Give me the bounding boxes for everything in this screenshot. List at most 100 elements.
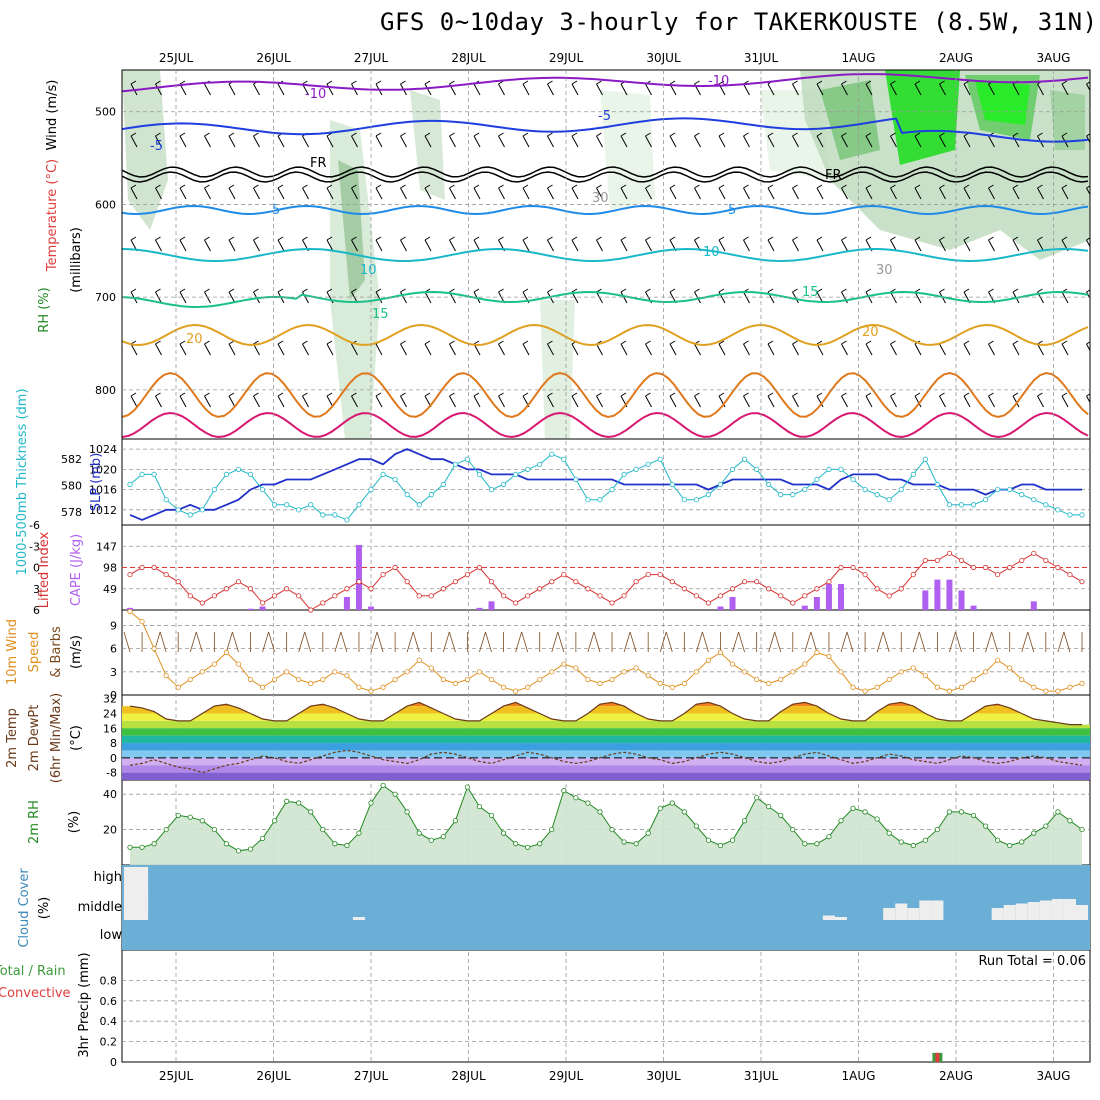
wind-barb-flag [1037,392,1043,397]
wind-barb [1061,187,1069,200]
wind-barb-flag [424,184,431,189]
contour-20 [122,323,1089,347]
wind-barb-flag [522,236,529,241]
wind10-barb [768,631,776,653]
wind-barb [277,187,285,200]
wind10-line-point [1007,665,1013,671]
wind10-barb [485,631,492,653]
wind-barb-flag [865,80,872,85]
wind-barb-flag [179,184,186,189]
wind-barb-flag [988,340,994,345]
wind-barb [498,187,505,200]
wind-barb [302,395,309,408]
wind-barb [375,239,383,252]
cloud-middle-bar [1051,899,1064,920]
wind-barb [228,187,236,200]
wind-barb [890,135,897,148]
wind-barb-flag [522,340,529,345]
wind10-line-point [296,676,302,683]
wind-barb [326,83,334,96]
wind-barb [326,239,334,252]
wind-barb-flag [179,288,186,293]
lifted-index-line-point [247,586,254,592]
wind-barb-flag [596,80,602,85]
lifted-index-line-point [838,564,844,571]
wind-barb-flag [400,184,406,189]
rh-line-point [766,803,772,810]
wind-barb [596,83,603,96]
wind-barb [865,395,873,408]
wind-barb-flag [939,392,945,397]
wind10-barb [702,631,709,653]
wind-barb-flag [351,288,357,293]
wind-barb [767,239,775,252]
wind-barb-flag [571,236,578,241]
cloud-middle-bar [883,908,896,920]
wind-barb-flag [571,132,578,137]
wind-barb [669,343,677,356]
wind10-line-point [826,653,832,659]
lifted-index-line-point [862,571,868,578]
lifted-index-line-point [1043,557,1049,564]
rh-line-point [139,844,145,850]
date-label-bottom: 30JUL [646,1069,681,1083]
rh-line-point [488,812,495,819]
wind10-line-point [272,676,278,683]
wind-barb-flag [253,288,259,293]
rh-line-point [416,830,422,836]
wind-barb [179,291,187,304]
wind-barb-flag [816,340,823,345]
wind-barb [253,187,260,200]
wind-barb [988,395,995,408]
lifted-index-line-point [344,586,350,592]
rh-line-point [802,841,808,847]
cape-bar [1030,601,1037,610]
thickness-line-point [826,466,832,472]
rh-line-point [163,826,169,833]
wind-barb [130,343,138,356]
wind-barb-flag [277,340,284,345]
temp-band [122,728,1090,736]
wind-barb-flag [1012,340,1019,345]
wind-barb-flag [841,80,847,85]
wind-barb [718,135,726,148]
contour-minus10 [122,73,1089,93]
wind-barb-flag [522,288,529,293]
precip-convective-label: Convective [0,986,71,1001]
wind-barb [424,187,432,200]
contour-label: 30 [592,191,609,206]
wind-barb [963,343,971,356]
wind10-line-point [525,684,531,690]
thickness-line-point [175,507,181,513]
wind-barb-flag [375,288,382,293]
wind-barb [963,187,971,200]
wind10-barbs-label: & Barbs [49,626,64,678]
wind-barb-flag [130,236,137,241]
contour-label: -5 [150,139,163,154]
wind-barb [620,187,628,200]
wind-barb [1061,343,1069,356]
contour-label: -5 [598,109,611,124]
wind10-line-point [320,676,326,683]
wind-barb-flag [522,392,529,397]
wind-barb-flag [473,132,480,137]
wind10-line-point [476,669,483,675]
thickness-line-point [272,502,278,508]
wind10-barb [991,631,999,653]
wind-barb-flag [792,132,798,137]
rh-axis-label: RH (%) [37,287,52,332]
cape-bar [825,583,832,610]
wind10-line-point [874,684,880,690]
wind10-line-point [910,665,916,671]
wind10-line-point [284,669,290,675]
wind-barb-flag [326,340,333,345]
lifted-index-line-point [404,579,410,585]
wind-barb [718,343,726,356]
minmax-axis-label: (6hr Min/Max) [49,693,64,783]
wind10-line-point [838,669,844,675]
wind-barb-flag [228,392,235,397]
thickness-line-point [500,481,507,488]
cape-tick: 98 [103,562,117,575]
wind10-unit-label: (m/s) [69,635,84,669]
wind-barb [694,395,701,408]
